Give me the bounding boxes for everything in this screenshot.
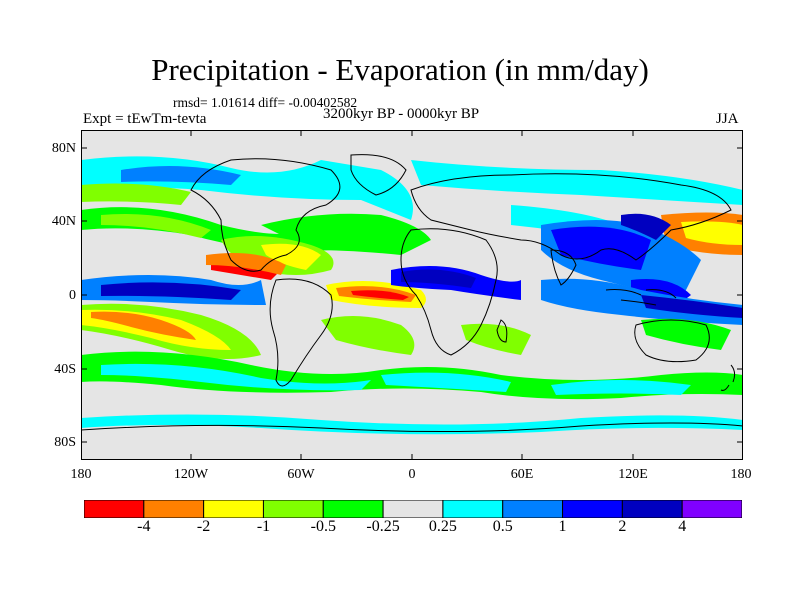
colorbar-swatch bbox=[84, 500, 145, 518]
colorbar-swatch bbox=[203, 500, 264, 518]
colorbar-label: 0.25 bbox=[428, 518, 457, 535]
season-label: JJA bbox=[716, 111, 739, 127]
period-label: 3200kyr BP - 0000kyr BP bbox=[323, 106, 480, 122]
colorbar-swatch bbox=[502, 500, 564, 518]
axis-ticks bbox=[81, 130, 743, 460]
colorbar-swatch bbox=[143, 500, 205, 518]
colorbar-label: 0.5 bbox=[492, 518, 513, 535]
lon-label-60w: 60W bbox=[287, 467, 315, 482]
lon-label-120w: 120W bbox=[173, 467, 209, 482]
lat-label-80s: 80S bbox=[54, 435, 76, 450]
colorbar bbox=[84, 500, 742, 518]
lat-label-40s: 40S bbox=[54, 362, 76, 377]
colorbar-swatch bbox=[621, 500, 683, 518]
lat-label-40n: 40N bbox=[51, 214, 76, 229]
colorbar-label: -0.5 bbox=[310, 518, 336, 535]
colorbar-swatch bbox=[262, 500, 324, 518]
colorbar-swatch bbox=[442, 500, 504, 518]
colorbar-label: -1 bbox=[256, 518, 271, 535]
map-title: Precipitation - Evaporation (in mm/day) bbox=[151, 52, 649, 87]
coastlines bbox=[81, 154, 743, 433]
colorbar-label: 2 bbox=[618, 518, 627, 535]
lon-label-180e: 180 bbox=[730, 467, 752, 482]
precip-evap-map bbox=[81, 130, 743, 460]
lon-label-180w: 180 bbox=[70, 467, 92, 482]
lon-label-0: 0 bbox=[408, 467, 416, 482]
colorbar-swatch bbox=[562, 500, 623, 518]
colorbar-label: 4 bbox=[678, 518, 687, 535]
colorbar-label: 1 bbox=[558, 518, 567, 535]
lat-label-80n: 80N bbox=[51, 141, 76, 156]
colorbar-swatch bbox=[382, 500, 444, 518]
colorbar-swatch bbox=[681, 500, 742, 518]
colorbar-swatch bbox=[322, 500, 384, 518]
lon-label-120e: 120E bbox=[618, 467, 648, 482]
lon-label-60e: 60E bbox=[510, 467, 534, 482]
colorbar-label: -2 bbox=[196, 518, 211, 535]
colorbar-label: -4 bbox=[137, 518, 151, 535]
colorbar-label: -0.25 bbox=[366, 518, 400, 535]
experiment-label: Expt = tEwTm-tevta bbox=[83, 111, 207, 127]
lat-label-0: 0 bbox=[69, 288, 76, 303]
statistics-label: rmsd= 1.01614 diff= -0.00402582 bbox=[173, 95, 358, 110]
